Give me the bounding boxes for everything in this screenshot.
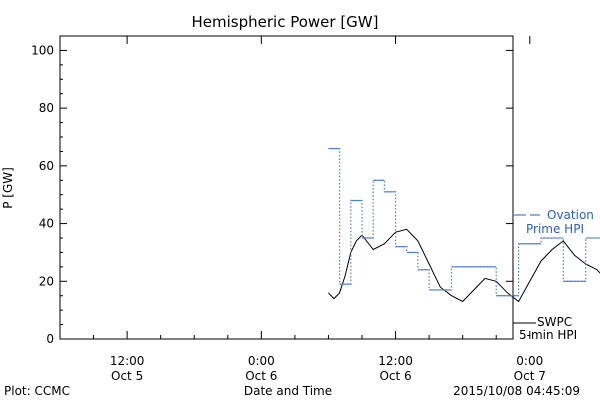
series-swpc-line bbox=[328, 228, 600, 303]
series-layer bbox=[328, 147, 600, 303]
chart-title: Hemispheric Power [GW] bbox=[192, 13, 379, 31]
x-tick-date-3: Oct 7 bbox=[514, 369, 546, 383]
y-tick-label-40: 40 bbox=[39, 217, 54, 231]
legend-ovation-label-line1: Ovation bbox=[547, 208, 594, 222]
legend-swpc-label-line2: 5-min HPI bbox=[519, 328, 577, 342]
y-tick-label-80: 80 bbox=[39, 101, 54, 115]
legend: Ovation Prime HPI SWPC 5-min HPI bbox=[513, 208, 594, 342]
y-tick-label-60: 60 bbox=[39, 159, 54, 173]
x-tick-date-0: Oct 5 bbox=[111, 369, 143, 383]
y-tick-label-0: 0 bbox=[46, 332, 54, 346]
y-axis-label: P [GW] bbox=[1, 167, 15, 209]
legend-swpc-label-line1: SWPC bbox=[537, 315, 572, 329]
x-tick-time-1: 0:00 bbox=[248, 354, 275, 368]
x-tick-time-2: 12:00 bbox=[378, 354, 413, 368]
plot-credit: Plot: CCMC bbox=[4, 384, 70, 398]
x-tick-date-1: Oct 6 bbox=[245, 369, 277, 383]
y-tick-label-100: 100 bbox=[31, 43, 54, 57]
x-tick-date-2: Oct 6 bbox=[379, 369, 411, 383]
y-axis-ticks: 0 20 40 60 80 100 bbox=[31, 43, 513, 346]
timestamp: 2015/10/08 04:45:09 bbox=[453, 384, 580, 398]
x-tick-time-3: 0:00 bbox=[516, 354, 543, 368]
x-tick-time-0: 12:00 bbox=[110, 354, 145, 368]
plot-frame bbox=[59, 35, 514, 340]
legend-ovation-label-line2: Prime HPI bbox=[526, 222, 584, 236]
x-axis-label: Date and Time bbox=[244, 384, 332, 398]
series-ovation-line bbox=[328, 147, 600, 297]
y-tick-label-20: 20 bbox=[39, 274, 54, 288]
